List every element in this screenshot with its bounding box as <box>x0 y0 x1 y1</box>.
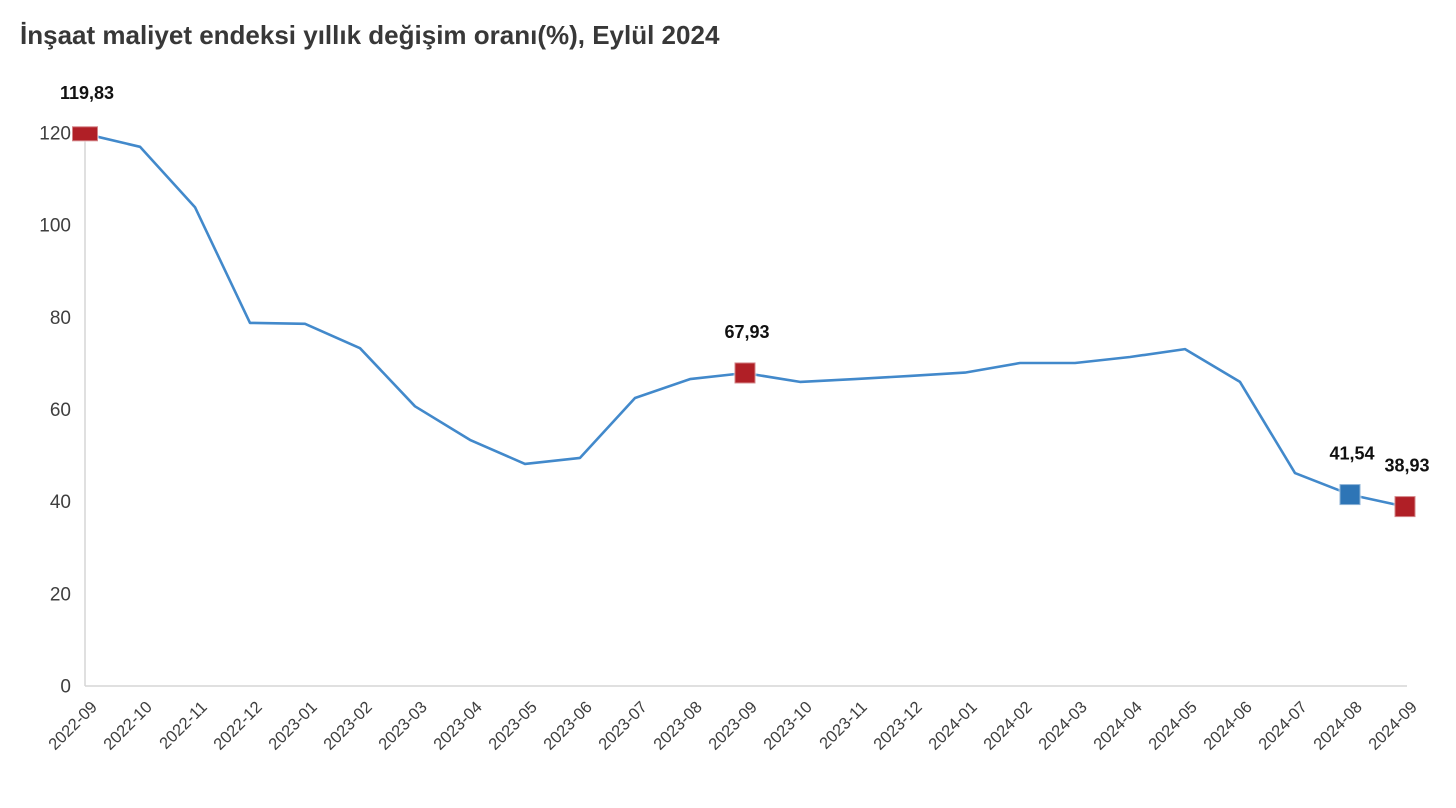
x-axis-tick-label: 2023-08 <box>650 698 706 754</box>
x-axis-tick-label: 2023-10 <box>760 698 816 754</box>
y-axis-tick-label: 0 <box>60 677 71 698</box>
x-axis-tick-label: 2023-02 <box>320 698 376 754</box>
y-axis-tick-label: 40 <box>50 492 71 513</box>
data-point-label: 41,54 <box>1329 444 1374 464</box>
y-axis-tick-label: 80 <box>50 308 71 329</box>
x-axis-tick-label: 2024-09 <box>1365 698 1421 754</box>
data-point-marker <box>71 125 99 143</box>
data-point-marker <box>1393 495 1417 519</box>
x-axis-tick-label: 2024-05 <box>1145 698 1201 754</box>
data-point-marker <box>1338 483 1362 507</box>
series-line <box>83 132 1407 508</box>
x-axis-tick-label: 2023-06 <box>540 698 596 754</box>
x-axis-tick-label: 2024-03 <box>1035 698 1091 754</box>
x-axis-tick-label: 2023-03 <box>375 698 431 754</box>
x-axis-tick-label: 2023-01 <box>265 698 321 754</box>
x-axis-tick-label: 2022-12 <box>210 698 266 754</box>
x-axis-tick-label: 2023-11 <box>816 698 871 753</box>
x-axis-tick-label: 2024-07 <box>1255 698 1311 754</box>
chart-title: İnşaat maliyet endeksi yıllık değişim or… <box>20 20 720 50</box>
x-axis-tick-label: 2023-12 <box>870 698 926 754</box>
data-point-label: 119,83 <box>60 83 114 103</box>
x-axis-tick-label: 2024-04 <box>1090 698 1146 754</box>
x-axis-tick-label: 2024-06 <box>1200 698 1256 754</box>
x-axis-tick-label: 2024-08 <box>1310 698 1366 754</box>
x-axis-tick-label: 2022-11 <box>156 698 211 753</box>
x-axis-tick-label: 2023-05 <box>485 698 541 754</box>
y-axis-tick-label: 60 <box>50 400 71 421</box>
y-axis-tick-label: 20 <box>50 584 71 605</box>
x-axis-tick-label: 2024-02 <box>980 698 1036 754</box>
x-axis-tick-label: 2022-09 <box>45 698 101 754</box>
x-axis-tick-label: 2023-09 <box>705 698 761 754</box>
data-point-label: 67,93 <box>724 322 769 342</box>
x-axis-tick-label: 2023-04 <box>430 698 486 754</box>
y-axis-tick-label: 100 <box>39 216 71 237</box>
x-axis-tick-label: 2023-07 <box>595 698 651 754</box>
y-axis-tick-label: 120 <box>39 124 71 145</box>
x-axis-tick-label: 2022-10 <box>100 698 156 754</box>
data-point-label: 38,93 <box>1384 456 1429 476</box>
data-point-marker <box>733 361 757 385</box>
x-axis-tick-label: 2024-01 <box>925 698 981 754</box>
